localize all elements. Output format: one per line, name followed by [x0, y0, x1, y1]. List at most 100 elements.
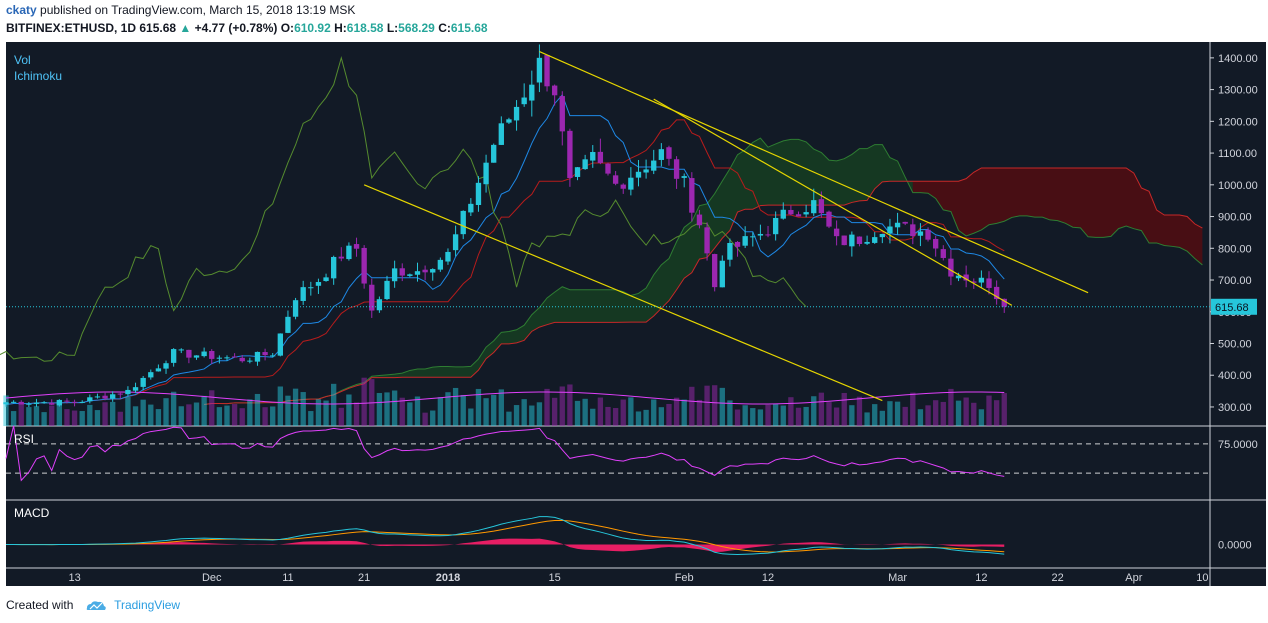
volume-bar — [300, 392, 306, 426]
volume-bar — [887, 401, 893, 426]
volume-bar — [696, 399, 703, 426]
candle-body — [102, 395, 108, 399]
macd-signal-line — [5, 519, 1005, 553]
volume-bar — [49, 405, 55, 426]
volume-bar — [262, 407, 268, 426]
volume-bar — [125, 396, 131, 426]
candle-body — [49, 402, 55, 405]
time-tick-label-3: 21 — [358, 572, 370, 584]
volume-bar — [391, 390, 398, 426]
ichimoku-cloud-93 — [912, 167, 1203, 265]
candle-body — [41, 402, 47, 404]
volume-bar — [407, 402, 413, 426]
volume-bar — [247, 399, 253, 426]
candle-body — [780, 209, 786, 219]
time-tick-label-7: 12 — [762, 572, 774, 584]
candle-body — [231, 356, 238, 358]
candle-body — [331, 256, 337, 279]
candle-body — [872, 237, 878, 243]
macd-line — [5, 516, 1005, 556]
candle-body — [132, 387, 139, 391]
candle-body — [948, 258, 954, 277]
volume-bar — [559, 386, 565, 426]
candle-body — [125, 389, 131, 395]
volume-bar — [506, 411, 512, 426]
volume-bar — [978, 409, 985, 426]
chikou-span-line — [0, 55, 807, 362]
candle-body — [750, 236, 756, 238]
volume-bar — [308, 411, 314, 426]
candle-body — [529, 84, 535, 101]
candle-body — [536, 57, 543, 83]
volume-bar — [643, 409, 649, 426]
price-chart[interactable]: 1400.00 1300.00 1200.00 1100.00 1000.00 900.0… — [0, 40, 1268, 588]
trendline-0 — [539, 50, 1089, 294]
volume-bar — [666, 403, 672, 426]
candle-body — [818, 199, 825, 214]
volume-bar — [414, 396, 421, 426]
candle-body — [300, 287, 306, 301]
volume-bar — [475, 388, 482, 426]
volume-bar — [239, 408, 245, 426]
author-name[interactable]: ckaty — [6, 3, 37, 17]
volume-bar — [26, 407, 32, 426]
publish-text: published on TradingView.com, March 15, … — [40, 3, 356, 17]
close-value: 615.68 — [450, 21, 488, 35]
candle-body — [216, 357, 223, 359]
volume-bar — [254, 393, 261, 426]
volume-bar — [376, 393, 383, 426]
candle-body — [422, 269, 428, 273]
volume-bar — [468, 408, 474, 426]
volume-bar — [612, 408, 619, 426]
time-tick-label-5: 15 — [549, 572, 561, 584]
volume-bar — [513, 405, 520, 426]
volume-bar — [872, 404, 878, 426]
volume-bar — [277, 386, 283, 426]
volume-bar — [765, 404, 771, 426]
volume-bar — [772, 403, 779, 426]
candle-body — [978, 277, 985, 283]
volume-bar — [422, 412, 428, 426]
candle-body — [209, 350, 215, 359]
tradingview-cloud-icon — [86, 601, 106, 610]
volume-bar — [757, 409, 764, 426]
volume-bar — [498, 389, 504, 426]
volume-bar — [102, 402, 108, 426]
volume-bar — [925, 405, 931, 426]
volume-bar — [971, 402, 977, 426]
senkou-span-a-line — [204, 137, 1203, 405]
candle-body — [308, 287, 314, 289]
price-tick-label-1: 1300.00 — [1218, 85, 1258, 97]
volume-bar — [315, 399, 322, 426]
candle-body — [658, 149, 665, 160]
volume-bar — [689, 386, 695, 426]
volume-bar — [437, 397, 444, 426]
volume-bar — [521, 399, 527, 426]
volume-bar — [544, 388, 550, 426]
candle-body — [254, 351, 261, 362]
volume-bar — [110, 401, 116, 426]
high-value: 618.58 — [346, 21, 384, 35]
volume-bar — [353, 402, 360, 426]
rsi-level-label: 75.0000 — [1218, 439, 1258, 451]
footer: Created with TradingView — [6, 598, 180, 612]
candle-body — [247, 360, 253, 362]
candle-body — [170, 349, 177, 363]
time-axis-background — [6, 568, 1210, 586]
candle-body — [437, 259, 444, 270]
candle-body — [498, 123, 504, 145]
candle-body — [56, 399, 63, 406]
volume-bar — [117, 411, 123, 426]
candle-body — [811, 200, 817, 214]
publish-info: ckaty published on TradingView.com, Marc… — [6, 3, 355, 17]
chart-background — [6, 42, 1210, 568]
tradingview-brand[interactable]: TradingView — [114, 598, 181, 612]
candle-body — [201, 351, 207, 357]
volume-bar — [635, 411, 642, 426]
open-label: O: — [280, 21, 295, 35]
candle-body — [742, 236, 748, 246]
symbol-label: BITFINEX:ETHUSD, 1D — [6, 21, 137, 35]
volume-bar — [955, 400, 962, 426]
candle-body — [384, 280, 390, 300]
volume-bar — [186, 404, 192, 426]
